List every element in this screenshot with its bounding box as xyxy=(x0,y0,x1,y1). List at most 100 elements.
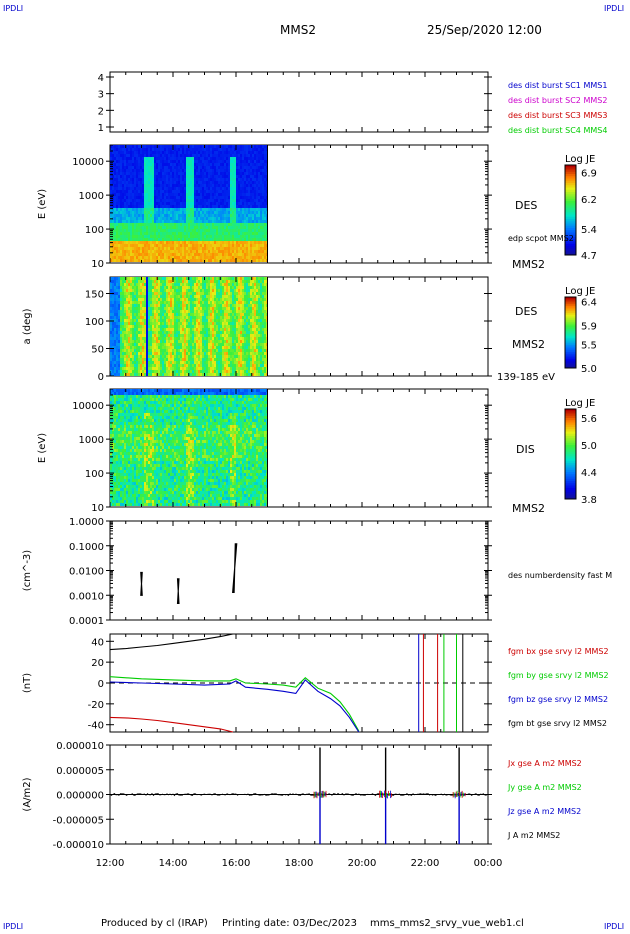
des-energy-cell xyxy=(138,199,140,202)
des-energy-cell xyxy=(186,190,188,193)
des-energy-cell xyxy=(258,241,260,244)
des-energy-cell xyxy=(134,202,136,205)
des-energy-cell xyxy=(156,196,158,199)
des-pitch-cell xyxy=(204,301,206,304)
des-energy-cell xyxy=(256,223,258,226)
des-pitch-cell xyxy=(200,316,202,319)
des-energy-cell xyxy=(176,241,178,244)
des-energy-cell xyxy=(134,229,136,232)
des-energy-cell xyxy=(264,148,266,151)
des-pitch-cell xyxy=(210,358,212,361)
des-pitch-cell xyxy=(194,295,196,298)
des-energy-cell xyxy=(254,253,256,256)
des-pitch-cell xyxy=(144,319,146,322)
des-energy-cell xyxy=(212,217,214,220)
des-energy-cell xyxy=(152,247,154,250)
des-pitch-cell xyxy=(182,373,184,376)
des-energy-cell xyxy=(138,175,140,178)
des-pitch-cell xyxy=(152,286,154,289)
des-energy-cell xyxy=(184,199,186,202)
des-pitch-cell xyxy=(166,301,168,304)
des-pitch-cell xyxy=(140,280,142,283)
des-energy-cell xyxy=(176,211,178,214)
des-pitch-cell xyxy=(116,286,118,289)
des-energy-cell xyxy=(168,256,170,259)
des-energy-cell xyxy=(198,220,200,223)
des-energy-cell xyxy=(142,205,144,208)
des-energy-cell xyxy=(216,166,218,169)
des-pitch-cell xyxy=(202,334,204,337)
des-energy-colorbar-step xyxy=(565,219,576,222)
des-pitch-cell xyxy=(148,328,150,331)
des-energy-cell xyxy=(148,190,150,193)
des-energy-cell xyxy=(144,172,146,175)
des-pitch-cell xyxy=(136,298,138,301)
des-energy-cell xyxy=(190,256,192,259)
des-energy-cell xyxy=(168,226,170,229)
des-pitch-cell xyxy=(156,283,158,286)
des-pitch-cell xyxy=(204,346,206,349)
des-energy-cell xyxy=(178,157,180,160)
des-energy-cell xyxy=(194,208,196,211)
des-pitch-cell xyxy=(200,289,202,292)
des-pitch-cell xyxy=(192,307,194,310)
des-pitch-cell xyxy=(128,328,130,331)
des-pitch-cell xyxy=(140,316,142,319)
des-energy-cell xyxy=(120,193,122,196)
des-pitch-cell xyxy=(184,313,186,316)
des-pitch-cell xyxy=(118,319,120,322)
des-energy-cell xyxy=(120,241,122,244)
des-energy-cell xyxy=(214,166,216,169)
des-energy-cell xyxy=(168,229,170,232)
des-energy-colorbar-step xyxy=(565,223,576,227)
des-energy-cell xyxy=(142,151,144,154)
des-energy-cell xyxy=(164,241,166,244)
des-pitch-cell xyxy=(128,319,130,322)
des-pitch-cell xyxy=(164,355,166,358)
des-pitch-cell xyxy=(140,358,142,361)
des-energy-cell xyxy=(138,223,140,226)
des-energy-cell xyxy=(144,166,146,169)
des-pitch-cell xyxy=(204,307,206,310)
des-pitch-cell xyxy=(110,277,112,280)
des-energy-cell xyxy=(230,238,232,241)
des-energy-cell xyxy=(228,169,230,172)
des-energy-cell xyxy=(214,232,216,235)
des-pitch-cell xyxy=(148,286,150,289)
des-energy-cell xyxy=(194,172,196,175)
des-energy-cell xyxy=(218,175,220,178)
des-energy-cell xyxy=(160,223,162,226)
des-energy-cell xyxy=(220,226,222,229)
des-pitch-cell xyxy=(174,349,176,352)
des-energy-cell xyxy=(216,250,218,253)
des-pitch-cell xyxy=(144,352,146,355)
des-energy-cell xyxy=(220,178,222,181)
des-energy-cell xyxy=(148,232,150,235)
des-pitch-cell xyxy=(138,319,140,322)
des-energy-cell xyxy=(234,148,236,151)
des-pitch-cell xyxy=(210,316,212,319)
des-pitch-cell xyxy=(150,343,152,346)
des-energy-cell xyxy=(256,250,258,253)
des-energy-cell xyxy=(172,208,174,211)
des-energy-cell xyxy=(260,148,262,151)
des-energy-cell xyxy=(204,226,206,229)
des-pitch-cell xyxy=(130,364,132,367)
des-pitch-cell xyxy=(164,280,166,283)
des-pitch-cell xyxy=(180,322,182,325)
des-energy-cell xyxy=(242,250,244,253)
des-energy-cell xyxy=(166,199,168,202)
des-energy-cell xyxy=(154,157,156,160)
des-energy-cell xyxy=(166,157,168,160)
des-pitch-cell xyxy=(174,295,176,298)
des-energy-cell xyxy=(194,205,196,208)
des-pitch-cell xyxy=(192,316,194,319)
des-pitch-cell xyxy=(160,331,162,334)
des-energy-cell xyxy=(116,217,118,220)
des-energy-cell xyxy=(234,205,236,208)
des-energy-cell xyxy=(166,244,168,247)
des-pitch-cell xyxy=(122,289,124,292)
des-pitch-cell xyxy=(178,280,180,283)
des-energy-cell xyxy=(164,202,166,205)
des-energy-cell xyxy=(192,157,194,160)
